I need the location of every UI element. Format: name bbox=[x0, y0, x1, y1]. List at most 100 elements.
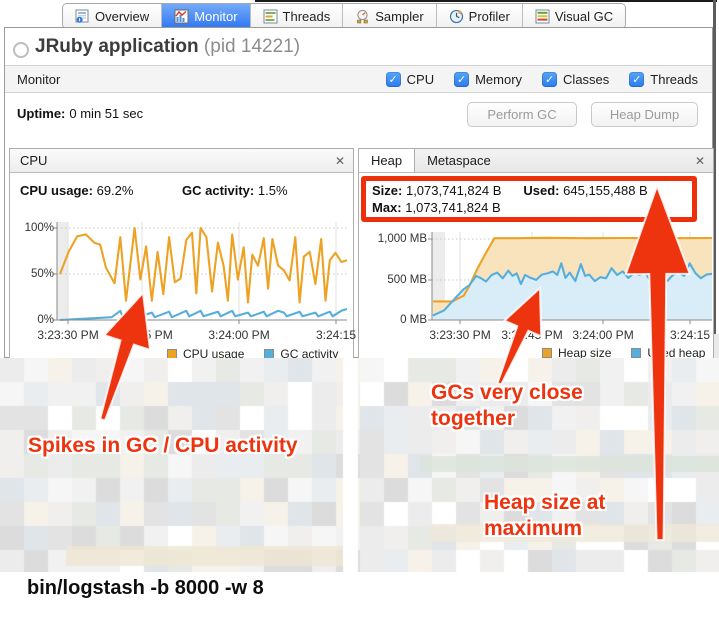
annotation-gcs-close-together: GCs very close together bbox=[431, 380, 583, 431]
cpu-stats: CPU usage: 69.2% GC activity: 1.5% bbox=[20, 183, 288, 198]
cpu-usage-label: CPU usage: bbox=[20, 183, 93, 198]
tab-label: Monitor bbox=[194, 8, 238, 24]
axis-tick-label: 3:24:15 bbox=[315, 328, 357, 342]
tab-threads[interactable]: Threads bbox=[249, 4, 343, 28]
checkbox-label: CPU bbox=[406, 71, 435, 87]
heap-used-value: 645,155,488 B bbox=[563, 183, 648, 198]
tab-monitor[interactable]: Monitor bbox=[161, 4, 250, 28]
app-status-icon bbox=[13, 42, 29, 58]
visualvm-window: JRuby application (pid 14221) Monitor ✓ … bbox=[4, 27, 714, 361]
axis-tick-label: 3:24:00 PM bbox=[572, 328, 634, 342]
checkbox-classes[interactable]: ✓ Classes bbox=[542, 71, 610, 87]
view-tabstrip: Overview Monitor Threads Sampler Profile… bbox=[62, 3, 627, 29]
axis-tick-label: 0% bbox=[37, 314, 54, 326]
checkbox-label: Classes bbox=[563, 71, 610, 87]
checkbox-check-icon[interactable]: ✓ bbox=[542, 71, 558, 87]
visual-gc-icon bbox=[535, 9, 550, 24]
tab-overview[interactable]: Overview bbox=[63, 4, 162, 28]
checkbox-label: Threads bbox=[650, 71, 698, 87]
legend-label: CPU usage bbox=[183, 347, 245, 361]
legend-label: Heap size bbox=[558, 346, 612, 360]
monitor-icon bbox=[174, 9, 189, 24]
checkbox-memory[interactable]: ✓ Memory bbox=[454, 71, 523, 87]
blurred-background-region bbox=[0, 358, 719, 572]
cpu-panel-title: CPU bbox=[20, 153, 48, 168]
annotation-spikes: Spikes in GC / CPU activity bbox=[28, 434, 298, 457]
gc-activity-value: 1.5% bbox=[257, 183, 288, 198]
tab-visualgc[interactable]: Visual GC bbox=[521, 4, 626, 28]
checkbox-threads[interactable]: ✓ Threads bbox=[629, 71, 698, 87]
tab-heap[interactable]: Heap bbox=[359, 149, 416, 172]
heap-max-value: 1,073,741,824 B bbox=[405, 200, 501, 215]
axis-tick-label: 3:24:15 bbox=[669, 328, 711, 342]
tab-sampler[interactable]: Sampler bbox=[342, 4, 436, 28]
sampler-icon bbox=[355, 9, 370, 24]
metric-checkboxes: ✓ CPU ✓ Memory ✓ Classes ✓ Threads bbox=[385, 71, 698, 87]
cpu-panel-header: CPU ✕ bbox=[10, 149, 353, 173]
annotation-line: together bbox=[431, 406, 515, 430]
tab-label: Overview bbox=[95, 8, 150, 24]
axis-tick-label: 100% bbox=[24, 222, 54, 234]
tab-metaspace[interactable]: Metaspace bbox=[427, 153, 491, 168]
legend-swatch bbox=[631, 348, 642, 358]
checkbox-check-icon[interactable]: ✓ bbox=[454, 71, 470, 87]
axis-tick-label: 3:24:00 PM bbox=[208, 328, 270, 342]
heap-dump-button[interactable]: Heap Dump bbox=[591, 102, 698, 127]
heap-size-value: 1,073,741,824 B bbox=[405, 183, 502, 198]
legend-swatch bbox=[542, 348, 552, 358]
gc-activity-label: GC activity: bbox=[182, 183, 255, 198]
checkbox-check-icon[interactable]: ✓ bbox=[385, 71, 401, 87]
background-sliver bbox=[712, 334, 719, 358]
heap-panel-tabs: Heap Metaspace ✕ bbox=[359, 149, 713, 173]
annotation-heap-max: Heap size at maximum bbox=[484, 490, 605, 541]
annotation-line: maximum bbox=[484, 516, 583, 540]
axis-tick-label: 3:23:30 PM bbox=[37, 328, 99, 342]
annotation-line: GCs very close bbox=[431, 381, 583, 404]
overview-icon bbox=[75, 9, 90, 24]
tab-profiler[interactable]: Profiler bbox=[435, 4, 522, 28]
checkbox-cpu[interactable]: ✓ CPU bbox=[385, 71, 435, 87]
checkbox-check-icon[interactable]: ✓ bbox=[629, 71, 645, 87]
axis-tick-label: 50% bbox=[30, 268, 54, 280]
tab-label: Profiler bbox=[468, 8, 510, 24]
axis-tick-label: 1,000 MB bbox=[377, 233, 427, 245]
page-title: JRuby application (pid 14221) bbox=[35, 36, 300, 58]
command-caption: bin/logstash -b 8000 -w 8 bbox=[27, 577, 264, 599]
heap-panel: Heap Metaspace ✕ Size: 1,073,741,824 B U… bbox=[358, 148, 714, 360]
axis-tick-label: 500 MB bbox=[387, 274, 427, 286]
axis-tick-label: 3:23:45 PM bbox=[501, 328, 563, 342]
axis-tick-label: 3:23:30 PM bbox=[429, 328, 491, 342]
tab-label: Threads bbox=[282, 8, 331, 24]
perform-gc-button[interactable]: Perform GC bbox=[467, 102, 577, 127]
app-title-text: JRuby application bbox=[35, 36, 199, 57]
axis-tick-label: 0 MB bbox=[400, 314, 427, 326]
heap-max-label: Max: bbox=[372, 200, 402, 215]
monitor-section-bar: Monitor ✓ CPU ✓ Memory ✓ Classes ✓ Threa… bbox=[5, 65, 712, 93]
app-pid: (pid 14221) bbox=[203, 36, 301, 57]
cpu-usage-value: 69.2% bbox=[96, 183, 134, 198]
background-window-right-edge bbox=[713, 0, 716, 334]
annotation-line: Heap size at bbox=[484, 491, 606, 514]
cpu-chart: 100% 50% 0% 3:23:30 PM 3:23:45 PM 3:24:0… bbox=[10, 212, 357, 361]
close-icon[interactable]: ✕ bbox=[334, 153, 345, 168]
axis-tick-label: 3:23:45 PM bbox=[111, 328, 173, 342]
checkbox-label: Memory bbox=[475, 71, 523, 87]
threads-icon bbox=[263, 9, 278, 24]
heap-size-label: Size: bbox=[372, 183, 403, 198]
heap-stats-highlight-box: Size: 1,073,741,824 B Used: 645,155,488 … bbox=[361, 176, 697, 222]
tab-label: Visual GC bbox=[554, 8, 614, 24]
close-icon[interactable]: ✕ bbox=[694, 153, 705, 168]
bottom-margin bbox=[0, 572, 719, 634]
uptime-value: 0 min 51 sec bbox=[69, 106, 144, 121]
uptime-label: Uptime: bbox=[17, 106, 66, 121]
title-row: JRuby application (pid 14221) bbox=[5, 33, 712, 65]
heap-chart: 1,000 MB 500 MB 0 MB 3:23:30 PM 3:23:45 … bbox=[359, 224, 713, 360]
legend-label: GC activity bbox=[280, 347, 339, 361]
profiler-icon bbox=[449, 9, 464, 24]
uptime-status: Uptime: 0 min 51 sec bbox=[17, 106, 143, 121]
background-window-edge bbox=[255, 0, 717, 2]
tab-label: Sampler bbox=[375, 8, 424, 24]
heap-used-label: Used: bbox=[523, 183, 560, 198]
cpu-panel: CPU ✕ CPU usage: 69.2% GC activity: 1.5%… bbox=[9, 148, 357, 361]
